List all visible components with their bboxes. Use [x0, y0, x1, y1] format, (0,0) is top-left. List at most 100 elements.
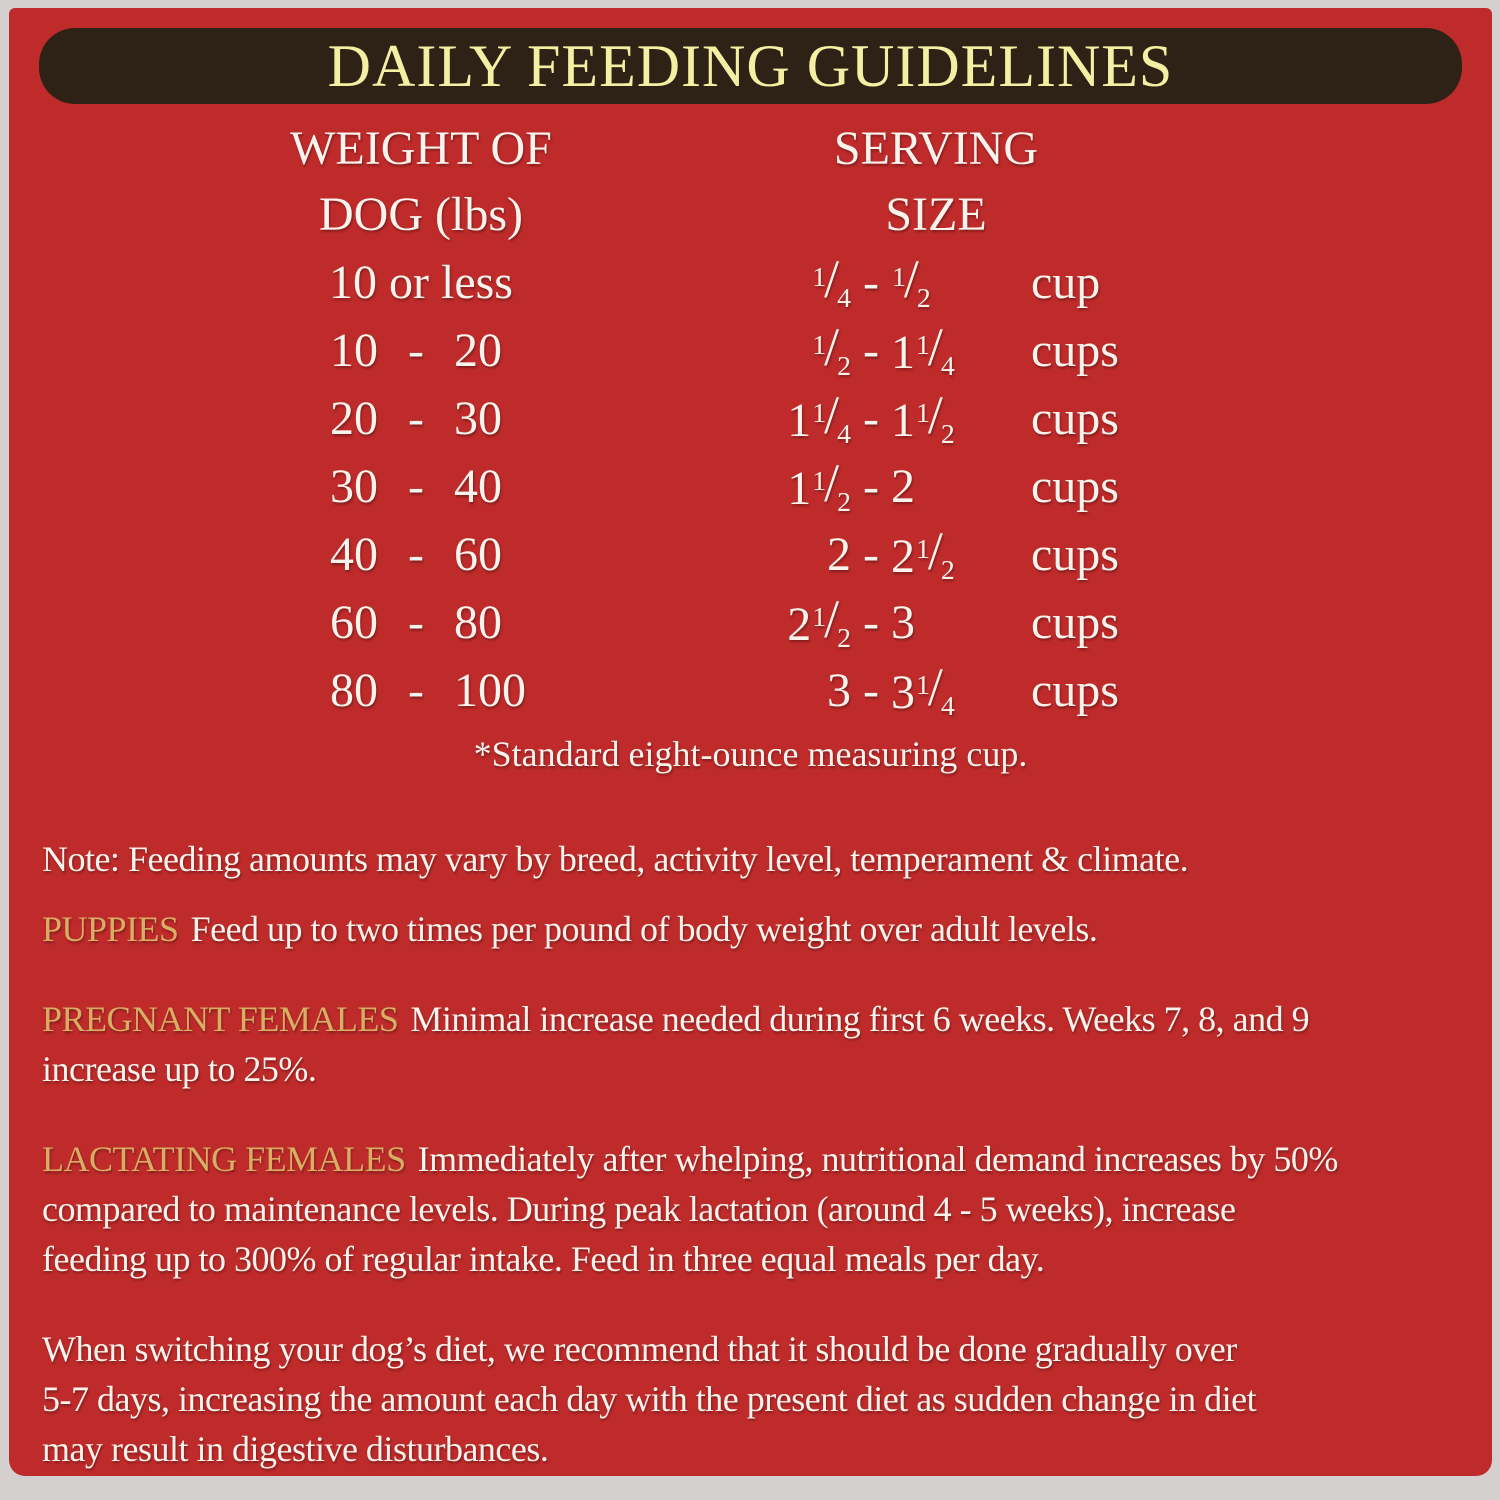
weight-cell: 40-60: [181, 527, 661, 582]
fraction-numerator: 1: [892, 261, 906, 293]
serving-unit: cups: [1031, 391, 1119, 445]
serving-unit: cup: [1031, 255, 1101, 309]
fraction-slash: /: [824, 588, 840, 649]
range-dash: -: [863, 459, 879, 513]
serving-max: 31/4: [891, 656, 1031, 721]
note-paragraph: Note: Feeding amounts may vary by breed,…: [42, 834, 1458, 884]
range-dash: -: [863, 595, 879, 649]
feeding-table: 10 or less 1/4-1/2 cup 10-20 1/2-11/4 cups 20-…: [9, 248, 1492, 724]
fraction-denominator: 2: [940, 555, 955, 587]
fraction: 1/2: [812, 589, 851, 653]
note-text: Feed up to two times per pound of body w…: [190, 909, 1098, 949]
range-dash: -: [408, 323, 424, 377]
table-row: 10-20 1/2-11/4 cups: [9, 316, 1492, 384]
note-text: Minimal increase needed during first 6 w…: [42, 999, 1310, 1089]
serving-max: 11/4: [891, 317, 1031, 383]
serving-unit: cups: [1031, 663, 1119, 717]
weight-high: 30: [454, 391, 502, 445]
fraction-denominator: 4: [940, 351, 955, 383]
whole-number: 3: [891, 666, 915, 719]
note-paragraph: LACTATING FEMALES Immediately after whelp…: [42, 1134, 1458, 1284]
fraction: 1/2: [812, 317, 851, 383]
fraction-slash: /: [927, 384, 943, 445]
weight-low: 80: [330, 663, 378, 717]
serving-cell: 11/2-2 cups: [701, 453, 1119, 517]
note-label: PREGNANT FEMALES: [42, 999, 399, 1039]
weight-low: 10: [330, 323, 378, 377]
range-dash: -: [408, 595, 424, 649]
serving-unit: cups: [1031, 595, 1119, 649]
weight-range: 80-100: [268, 663, 574, 718]
serving-min: 11/4: [701, 385, 851, 449]
fraction: 1/2: [916, 385, 955, 451]
serving-max: 1/2: [891, 249, 1031, 313]
serving-header-line2: SIZE: [885, 188, 987, 241]
fraction-numerator: 1: [812, 261, 827, 293]
note-text: When switching your dog’s diet, we recom…: [42, 1329, 1257, 1469]
range-dash: -: [408, 527, 424, 581]
range-dash: -: [863, 391, 879, 445]
table-row: 20-30 11/4-11/2 cups: [9, 384, 1492, 452]
weight-cell: 20-30: [181, 391, 661, 446]
weight-cell: 30-40: [181, 459, 661, 514]
table-row: 40-60 2-21/2 cups: [9, 520, 1492, 588]
fraction-slash: /: [927, 656, 943, 717]
weight-high: 60: [454, 527, 502, 581]
whole-number: 2: [891, 459, 915, 513]
serving-unit: cups: [1031, 527, 1119, 581]
notes-section: Note: Feeding amounts may vary by breed,…: [42, 834, 1458, 1474]
note-label: PUPPIES: [42, 909, 179, 949]
fraction-numerator: 1: [916, 533, 930, 565]
weight-column-header: WEIGHT OF DOG (lbs): [181, 116, 661, 248]
footnote: *Standard eight-ounce measuring cup.: [473, 734, 1028, 774]
serving-unit: cups: [1031, 459, 1119, 513]
range-dash: -: [408, 391, 424, 445]
fraction-numerator: 1: [916, 669, 930, 701]
note-paragraph: PUPPIES Feed up to two times per pound of…: [42, 904, 1458, 954]
fraction-denominator: 2: [940, 419, 955, 451]
whole-number: 3: [891, 595, 915, 649]
range-dash: -: [863, 255, 879, 309]
table-row: 30-40 11/2-2 cups: [9, 452, 1492, 520]
note-paragraph: PREGNANT FEMALES Minimal increase needed …: [42, 994, 1458, 1094]
serving-min: 2: [701, 527, 851, 582]
serving-min: 1/2: [701, 317, 851, 383]
serving-header-line1: SERVING: [833, 122, 1039, 175]
fraction-denominator: 2: [837, 351, 851, 383]
range-dash: -: [863, 527, 879, 581]
weight-cell: 10 or less: [181, 255, 661, 310]
serving-min: 11/2: [701, 453, 851, 517]
note-paragraph: When switching your dog’s diet, we recom…: [42, 1324, 1458, 1474]
weight-range: 40-60: [268, 527, 574, 582]
fraction-slash: /: [824, 384, 840, 445]
range-dash: -: [863, 323, 879, 377]
whole-number: 1: [787, 394, 812, 447]
feeding-guidelines-panel: DAILY FEEDING GUIDELINES WEIGHT OF DOG (l…: [9, 8, 1492, 1476]
weight-header-line1: WEIGHT OF: [290, 122, 552, 175]
serving-unit: cups: [1031, 323, 1119, 377]
weight-range: 30-40: [268, 459, 574, 514]
weight-cell: 10-20: [181, 323, 661, 378]
fraction: 1/2: [812, 453, 851, 517]
fraction-slash: /: [927, 520, 943, 581]
weight-value: 10 or less: [329, 255, 513, 309]
note-label: LACTATING FEMALES: [42, 1139, 406, 1179]
serving-min: 21/2: [701, 589, 851, 653]
whole-number: 3: [827, 663, 851, 717]
serving-min: 1/4: [701, 249, 851, 315]
fraction: 1/2: [916, 521, 955, 587]
serving-max: 2: [891, 459, 1031, 514]
fraction-numerator: 1: [916, 329, 930, 361]
fraction: 1/4: [812, 385, 851, 449]
fraction-numerator: 1: [812, 601, 827, 633]
whole-number: 1: [891, 394, 915, 447]
table-row: 80-100 3-31/4 cups: [9, 656, 1492, 724]
serving-column-header: SERVING SIZE: [701, 116, 1171, 248]
whole-number: 1: [891, 326, 915, 379]
note-text: Note: Feeding amounts may vary by breed,…: [42, 839, 1189, 879]
title-bar: DAILY FEEDING GUIDELINES: [39, 28, 1462, 104]
fraction-slash: /: [824, 452, 840, 513]
fraction-denominator: 4: [837, 283, 851, 315]
weight-high: 80: [454, 595, 502, 649]
